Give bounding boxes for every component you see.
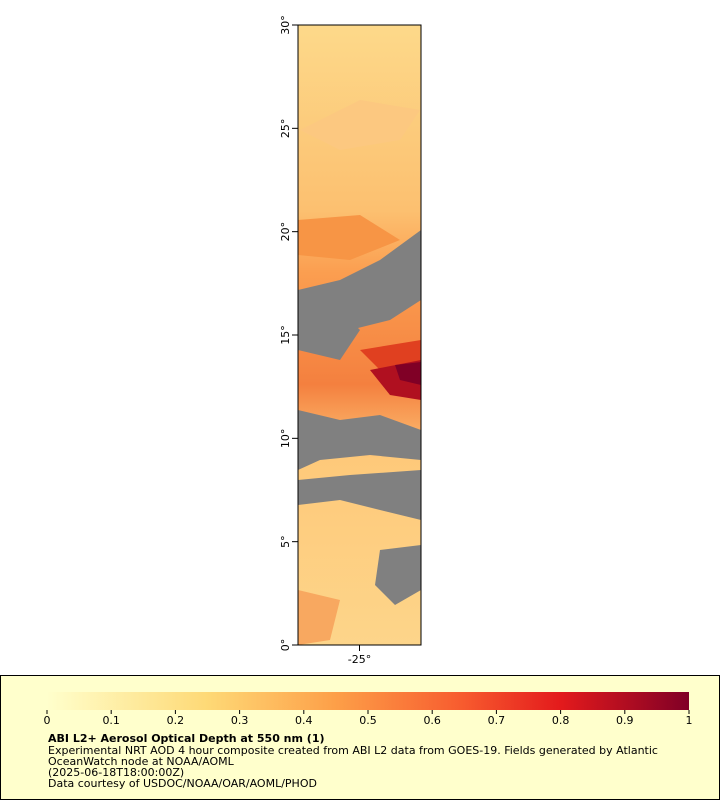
colorbar (47, 692, 689, 710)
y-tick-label: 20° (279, 222, 292, 242)
colorbar-tick-label: 1 (686, 714, 693, 727)
y-tick-label: 10° (279, 429, 292, 449)
note: Experimental NRT AOD 4 hour composite cr… (48, 744, 658, 757)
colorbar-tick-label: 0.9 (616, 714, 634, 727)
colorbar-tick-label: 0.3 (231, 714, 249, 727)
colorbar-tick-label: 0.7 (488, 714, 506, 727)
colorbar-tick-label: 0 (44, 714, 51, 727)
colorbar-tick-label: 0.6 (423, 714, 441, 727)
y-tick-label: 25° (279, 119, 292, 139)
note: (2025-06-18T18:00:00Z) (48, 766, 184, 779)
note: OceanWatch node at NOAA/AOML (48, 755, 235, 768)
title: ABI L2+ Aerosol Optical Depth at 550 nm … (48, 732, 325, 745)
colorbar-tick-label: 0.4 (295, 714, 313, 727)
y-tick-label: 15° (279, 325, 292, 345)
aod-map (298, 25, 421, 645)
y-tick-label: 0° (279, 639, 292, 652)
note: Data courtesy of USDOC/NOAA/OAR/AOML/PHO… (48, 777, 317, 790)
colorbar-tick-label: 0.8 (552, 714, 570, 727)
y-tick-label: 5° (279, 535, 292, 548)
y-tick-label: 30° (279, 15, 292, 35)
colorbar-tick-label: 0.1 (102, 714, 120, 727)
colorbar-tick-label: 0.2 (167, 714, 185, 727)
x-tick-label: -25° (348, 653, 371, 666)
colorbar-tick-label: 0.5 (359, 714, 377, 727)
